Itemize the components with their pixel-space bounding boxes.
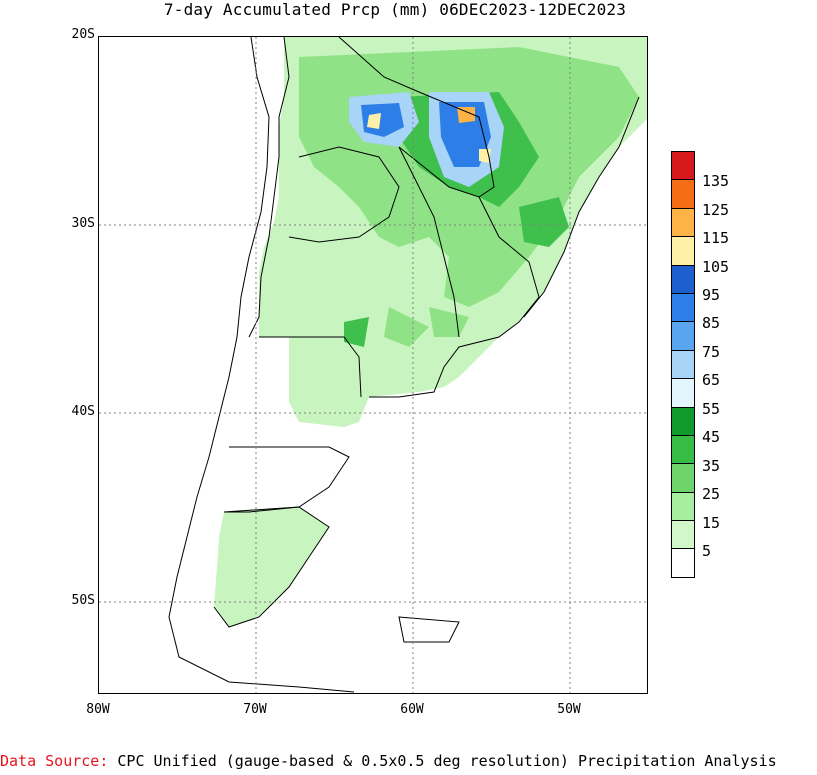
precip-shading-blue <box>349 92 504 187</box>
legend-label: 75 <box>702 343 721 361</box>
legend-colorbar <box>671 151 695 578</box>
lon-label-70w: 70W <box>243 702 267 717</box>
lat-label-20s: 20S <box>71 27 95 42</box>
precipitation-map <box>98 36 648 694</box>
legend-swatch <box>671 406 695 435</box>
data-source-text: CPC Unified (gauge-based & 0.5x0.5 deg r… <box>117 752 777 770</box>
legend-swatch <box>671 236 695 265</box>
legend-swatch <box>671 151 695 180</box>
legend-swatch <box>671 264 695 293</box>
legend-swatch <box>671 179 695 208</box>
legend-swatch <box>671 378 695 407</box>
data-source-label: Data Source: <box>0 752 109 770</box>
legend-swatch <box>671 207 695 237</box>
lat-label-40s: 40S <box>71 404 95 419</box>
lon-label-50w: 50W <box>557 702 581 717</box>
lon-label-60w: 60W <box>400 702 424 717</box>
legend-swatch <box>671 548 695 578</box>
legend-swatch <box>671 434 695 464</box>
legend-label: 55 <box>702 400 721 418</box>
legend-label: 135 <box>702 172 730 190</box>
legend-swatch <box>671 520 695 549</box>
legend-label: 35 <box>702 457 721 475</box>
legend-swatch <box>671 349 695 379</box>
land-outlines <box>168 37 640 693</box>
data-source-footer: Data Source: CPC Unified (gauge-based & … <box>0 752 777 770</box>
legend-swatch <box>671 292 695 322</box>
legend-label: 85 <box>702 314 721 332</box>
legend-label: 65 <box>702 371 721 389</box>
map-title: 7-day Accumulated Prcp (mm) 06DEC2023-12… <box>163 0 627 19</box>
legend-swatch <box>671 463 695 492</box>
legend-label: 125 <box>702 201 730 219</box>
legend-swatch <box>671 321 695 350</box>
lon-label-80w: 80W <box>86 702 110 717</box>
legend-label: 5 <box>702 542 712 560</box>
lat-label-50s: 50S <box>71 593 95 608</box>
lat-label-30s: 30S <box>71 216 95 231</box>
legend-label: 45 <box>702 428 721 446</box>
legend-label: 15 <box>702 514 721 532</box>
legend-label: 25 <box>702 485 721 503</box>
legend-label: 115 <box>702 229 730 247</box>
legend-label: 95 <box>702 286 721 304</box>
grid-lines <box>99 37 647 693</box>
legend-label: 105 <box>702 258 730 276</box>
legend-swatch <box>671 491 695 521</box>
